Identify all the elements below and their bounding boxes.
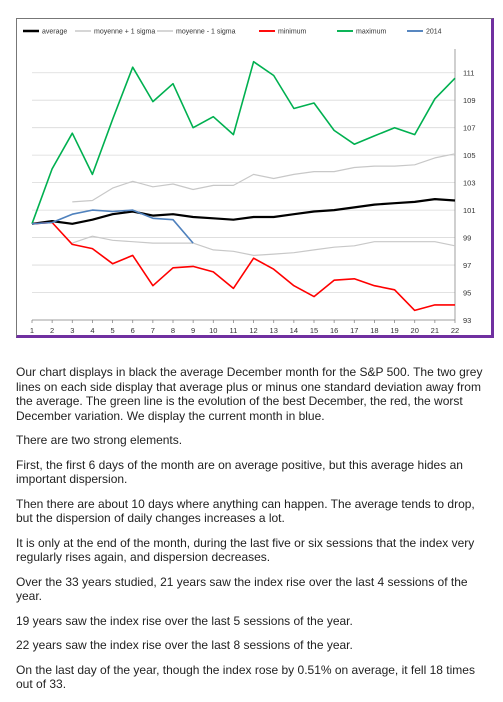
y-tick-label: 109: [463, 96, 476, 105]
paragraph-2: There are two strong elements.: [16, 433, 183, 447]
series-line-moyenne-1-sigma: [72, 153, 456, 203]
x-tick-label: 20: [411, 326, 419, 335]
series-line-2014: [31, 209, 194, 244]
x-tick-label: 6: [131, 326, 135, 335]
legend-label-moyenne-1-sigma: moyenne - 1 sigma: [176, 29, 236, 36]
y-tick-label: 95: [463, 289, 471, 298]
x-tick-label: 3: [70, 326, 74, 335]
x-tick-label: 21: [431, 326, 439, 335]
x-tick-label: 18: [370, 326, 378, 335]
x-tick-label: 8: [171, 326, 175, 335]
series-line-average: [31, 198, 456, 225]
x-tick-label: 19: [390, 326, 398, 335]
x-tick-label: 2: [50, 326, 54, 335]
y-tick-label: 101: [463, 206, 476, 215]
paragraph-6: Over the 33 years studied, 21 years saw …: [16, 574, 468, 604]
paragraph-5: It is only at the end of the month, duri…: [16, 535, 475, 565]
legend: average moyenne + 1 sigma moyenne - 1 sigm…: [23, 29, 442, 36]
y-tick-label: 93: [463, 316, 471, 325]
x-tick-label: 4: [90, 326, 94, 335]
y-tick-label: 97: [463, 261, 471, 270]
y-axis: 93 95 97 99 101 103 105 107 109 111: [463, 69, 476, 325]
x-tick-label: 10: [209, 326, 217, 335]
grid-lines: [32, 49, 456, 321]
x-tick-label: 22: [451, 326, 459, 335]
x-tick-label: 1: [30, 326, 34, 335]
x-tick-label: 14: [290, 326, 298, 335]
legend-label-average: average: [42, 29, 67, 36]
paragraph-9: On the last day of the year, though the …: [16, 662, 475, 692]
y-tick-label: 111: [463, 69, 474, 78]
chart-frame: 93 95 97 99 101 103 105 107 109 111 1 2 3 4 5 6 7 8 9 10 11…: [16, 18, 494, 338]
legend-label-minimum: minimum: [278, 29, 307, 36]
legend-label-moyenne-1-sigma: moyenne + 1 sigma: [94, 29, 155, 36]
y-tick-label: 107: [463, 124, 476, 133]
series-lines: [31, 60, 456, 312]
x-tick-label: 15: [310, 326, 318, 335]
x-axis: 1 2 3 4 5 6 7 8 9 10 11 12 13 14 15 16 17 18 19 20 21 22: [30, 320, 459, 335]
y-tick-label: 99: [463, 234, 471, 243]
series-line-minimum: [31, 221, 455, 312]
x-tick-label: 5: [110, 326, 114, 335]
paragraph-1: Our chart displays in black the average …: [16, 365, 483, 423]
article-text: Our chart displays in black the average …: [16, 365, 490, 702]
series-line-moyenne-1-sigma: [72, 235, 456, 256]
paragraph-4: Then there are about 10 days where anyth…: [16, 496, 475, 526]
x-tick-label: 11: [230, 326, 238, 335]
y-tick-label: 105: [463, 151, 476, 160]
x-tick-label: 16: [330, 326, 338, 335]
paragraph-3: First, the first 6 days of the month are…: [16, 457, 463, 487]
x-tick-label: 7: [151, 326, 155, 335]
x-tick-label: 9: [191, 326, 195, 335]
legend-label-maximum: maximum: [356, 29, 387, 36]
x-tick-label: 12: [249, 326, 257, 335]
x-tick-label: 13: [270, 326, 278, 335]
paragraph-7: 19 years saw the index rise over the las…: [16, 613, 353, 628]
paragraph-8: 22 years saw the index rise over the las…: [16, 638, 353, 652]
y-tick-label: 103: [463, 179, 476, 188]
series-line-maximum: [31, 60, 456, 225]
x-tick-label: 17: [350, 326, 358, 335]
legend-label-2014: 2014: [426, 29, 442, 36]
